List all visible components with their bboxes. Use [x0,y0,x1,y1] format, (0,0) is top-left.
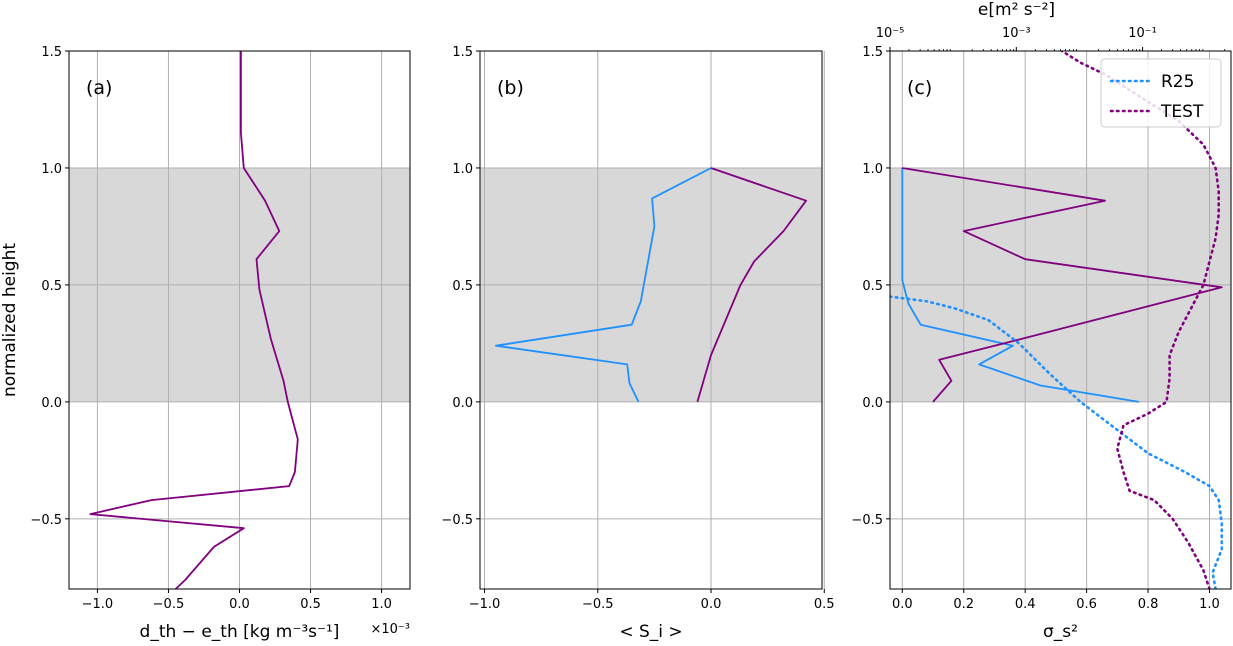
x-tick-label: −0.5 [153,597,185,612]
series-2-line [696,167,807,403]
x-tick-label: 0.5 [814,597,835,612]
y-tick-label: 1.0 [41,162,62,177]
r25-line [901,168,1139,403]
x-axis-label: < S_i > [619,622,682,642]
panel-label: (b) [497,77,524,99]
y-tick-label: 0.5 [862,279,883,294]
y-tick-label: 0.0 [41,396,62,411]
x-tick-label: 0.4 [1015,597,1036,612]
x-offset-text: ×10⁻³ [370,622,410,637]
top-x-axis-label: e[m² s⁻²] [978,0,1055,20]
y-tick-label: −0.5 [851,513,883,528]
y-axis-label: normalized height [0,243,20,397]
x-tick-label: 0.8 [1138,597,1159,612]
top-x-tick-label: 10⁻⁵ [876,26,905,41]
y-tick-label: 0.5 [41,279,62,294]
x-tick-label: 1.0 [371,597,392,612]
axes-frame [479,50,823,590]
y-tick-label: 0.0 [862,396,883,411]
test-e-line [1060,51,1220,589]
x-tick-label: 0.0 [701,597,722,612]
panel-label: (c) [907,77,932,99]
x-tick-label: 0.5 [300,597,321,612]
r25-e-line [890,295,1224,589]
y-tick-label: −0.5 [441,513,473,528]
y-tick-label: 1.5 [862,45,883,60]
y-tick-label: 0.0 [452,396,473,411]
series-1-line [494,167,712,403]
x-axis-label: σ_s² [1043,622,1078,642]
axes-frame [889,50,1232,590]
y-tick-label: 1.0 [452,162,473,177]
panel-2: −1.0 −0.5 0.0 0.5 −0.5 0.0 0.5 1.0 1.5 (b) < S_i > [441,45,834,642]
x-tick-label: 0.0 [229,597,250,612]
y-tick-label: 1.5 [41,45,62,60]
legend-label-r25: R25 [1161,72,1194,92]
series-1-line [89,51,299,589]
y-tick-label: 0.5 [452,279,473,294]
legend-label-test: TEST [1160,102,1204,122]
legend: R25 TEST [1100,58,1222,128]
y-tick-label: 1.5 [452,45,473,60]
x-tick-label: 1.0 [1199,597,1220,612]
y-tick-label: 1.0 [862,162,883,177]
x-tick-label: 0.2 [953,597,974,612]
panel-3: 0.0 0.2 0.4 0.6 0.8 1.0 −0.5 0.0 0.5 1.0 1.5 10⁻⁵ 10… [851,0,1232,642]
top-x-tick-label: 10⁻³ [1002,26,1031,41]
x-tick-label: −1.0 [469,597,501,612]
x-tick-label: −1.0 [82,597,114,612]
panel-1: −1.0 −0.5 0.0 0.5 1.0 −0.5 0.0 0.5 1.0 1.5 (a) d_th… [0,45,411,642]
top-x-tick-label: 10⁻¹ [1128,26,1157,41]
x-tick-label: 0.0 [892,597,913,612]
panel-label: (a) [86,77,112,99]
y-tick-label: −0.5 [30,513,62,528]
x-tick-label: 0.6 [1076,597,1097,612]
x-axis-label: d_th − e_th [kg m⁻³s⁻¹] [140,622,340,642]
axes-frame [68,50,411,590]
x-tick-label: −0.5 [582,597,614,612]
test-line [902,167,1223,403]
